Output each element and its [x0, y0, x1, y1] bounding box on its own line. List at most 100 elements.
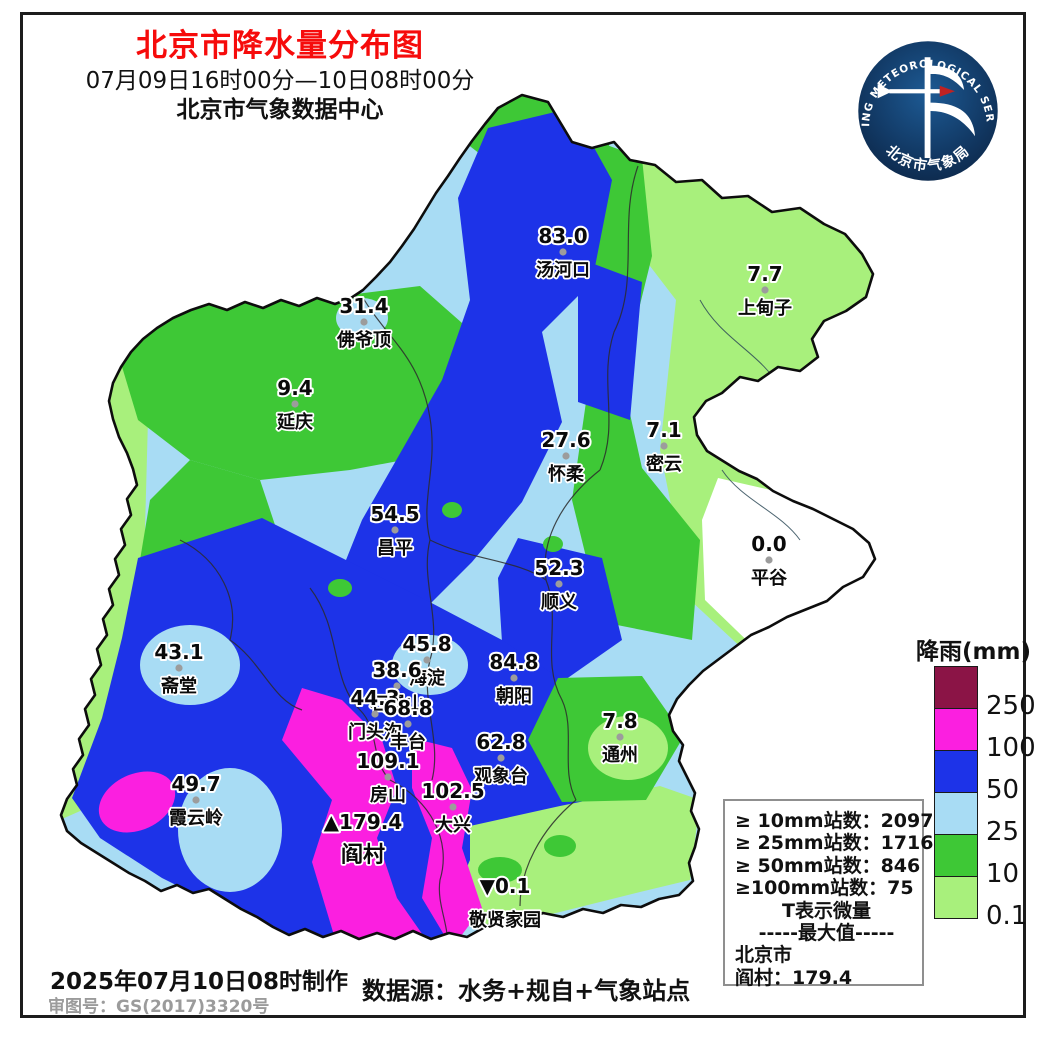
station-value: 9.4: [277, 376, 312, 400]
stats-line: 北京市: [735, 944, 793, 967]
station-dot: [423, 656, 431, 664]
station-dot: [497, 754, 505, 762]
beijing-meteorological-service-logo: BEIJING METEOROLOGICAL SERVICE 北京市气象局: [844, 27, 998, 181]
station-延庆: 9.4 延庆: [274, 374, 315, 435]
legend-threshold-label: 100: [986, 733, 1036, 763]
station-value: 38.6: [372, 658, 421, 682]
station-dot: [192, 796, 200, 804]
legend-color-darkred: [934, 666, 978, 709]
station-汤河口: 83.0 汤河口: [534, 222, 592, 283]
station-value: 7.8: [602, 709, 637, 733]
station-dot: [449, 803, 457, 811]
production-time: 2025年07月10日08时制作: [50, 969, 349, 995]
station-name: 上甸子: [738, 297, 792, 319]
station-name: 石景山: [369, 694, 424, 715]
station-name: 敬贤家园: [468, 909, 541, 931]
vane-red-tip: [939, 85, 955, 97]
station-观象台: 62.8 观象台: [472, 728, 530, 789]
station-value: 84.8: [489, 650, 538, 674]
station-name: 平谷: [751, 568, 788, 589]
station-name: 门头沟: [348, 721, 402, 743]
station-name: 霞云岭: [169, 807, 223, 829]
weather-vane-icon: [877, 57, 976, 159]
municipality-boundary: [59, 93, 877, 941]
station-dot: [393, 682, 401, 690]
station-name: 丰台: [390, 731, 426, 753]
station-朝阳: 84.8 朝阳: [487, 648, 540, 709]
legend-threshold-label: 0.1: [986, 901, 1028, 931]
station-value: 102.5: [421, 779, 484, 803]
station-密云: 7.1 密云: [644, 416, 684, 477]
station-dot: [559, 248, 567, 256]
station-dot: [404, 720, 412, 728]
station-name: 顺义: [541, 591, 577, 613]
station-怀柔: 27.6 怀柔: [539, 426, 592, 487]
data-center-name: 北京市气象数据中心: [176, 97, 384, 123]
station-value: 43.1: [154, 640, 203, 664]
legend-threshold-label: 250: [986, 691, 1036, 721]
stats-line: 阎村：179.4: [735, 966, 853, 989]
station-name: 密云: [646, 453, 682, 475]
station-大兴: 102.5 大兴: [419, 777, 486, 838]
legend-color-lightgreen: [934, 876, 978, 919]
station-霞云岭: 49.7 霞云岭: [167, 770, 225, 831]
title-block: 北京市降水量分布图 07月09日16时00分—10日08时00分 北京市气象数据…: [70, 28, 490, 124]
stats-line: ≥ 10mm站数：2097: [735, 810, 934, 832]
station-value: 27.6: [541, 428, 590, 452]
time-range: 07月09日16时00分—10日08时00分: [85, 68, 475, 94]
station-dot: [360, 318, 368, 326]
station-value: 31.4: [339, 294, 388, 318]
station-name: 怀柔: [548, 464, 585, 485]
station-敬贤家园: ▼0.1 敬贤家园: [466, 872, 543, 933]
legend-color-blue: [934, 750, 978, 793]
station-通州: 7.8 通州: [600, 707, 640, 768]
station-name: 延庆: [276, 411, 313, 433]
station-石景山: 38.6 石景山: [367, 656, 426, 717]
station-dot: [562, 452, 570, 460]
station-value: 7.7: [747, 262, 782, 286]
station-name: 朝阳: [496, 685, 532, 707]
station-value: 109.1: [356, 749, 419, 773]
station-stats-box: ≥ 10mm站数：2097 ≥ 25mm站数：1716 ≥ 50mm站数：846 ≥1…: [723, 799, 934, 989]
station-平谷: 0.0 平谷: [749, 530, 789, 591]
station-dot: [761, 286, 769, 294]
station-value: 52.3: [534, 556, 583, 580]
station-上甸子: 7.7 上甸子: [736, 260, 794, 321]
station-name: 佛爷顶: [336, 329, 391, 351]
data-source-note: 数据源：水务+规自+气象站点: [362, 977, 691, 1005]
station-name: 房山: [370, 784, 406, 806]
station-value: 0.0: [751, 532, 786, 556]
station-value: 54.5: [370, 502, 419, 526]
stations-layer: 83.0 汤河口 7.7 上甸子 31.4 佛爷顶 9.4 延庆 27.6 怀柔 7.1 密云 54.5…: [152, 222, 794, 933]
station-dot: [555, 580, 563, 588]
station-门头沟: 44.3 门头沟: [346, 684, 404, 745]
station-name: 通州: [602, 745, 638, 766]
station-阎村: ▲179.4 阎村: [322, 808, 405, 870]
legend-color-green: [934, 834, 978, 877]
station-dot: [371, 710, 379, 718]
station-dot: [765, 556, 773, 564]
stats-line: T表示微量: [782, 899, 871, 922]
station-房山: 109.1 房山: [354, 747, 421, 808]
station-name: 观象台: [474, 765, 528, 787]
legend-color-magenta: [934, 708, 978, 751]
legend-title: 降雨(mm): [916, 639, 1031, 665]
station-value: 7.1: [646, 418, 681, 442]
station-name: 汤河口: [536, 260, 590, 281]
station-name: 大兴: [435, 814, 471, 836]
legend-threshold-label: 10: [986, 859, 1020, 889]
stats-line: -----最大值-----: [758, 922, 895, 945]
station-value: 44.3: [350, 686, 399, 710]
station-name: 阎村: [341, 843, 385, 868]
station-dot: [510, 674, 518, 682]
stats-line: ≥ 25mm站数：1716: [735, 832, 934, 855]
station-顺义: 52.3 顺义: [532, 554, 585, 615]
station-昌平: 54.5 昌平: [368, 500, 421, 561]
map-review-number: 审图号：GS(2017)3320号: [48, 997, 270, 1017]
station-value: 83.0: [538, 224, 587, 248]
rainfall-legend: 250 100 50 25 10 0.1: [934, 666, 1044, 936]
station-dot: [384, 773, 392, 781]
station-dot: [291, 400, 299, 408]
